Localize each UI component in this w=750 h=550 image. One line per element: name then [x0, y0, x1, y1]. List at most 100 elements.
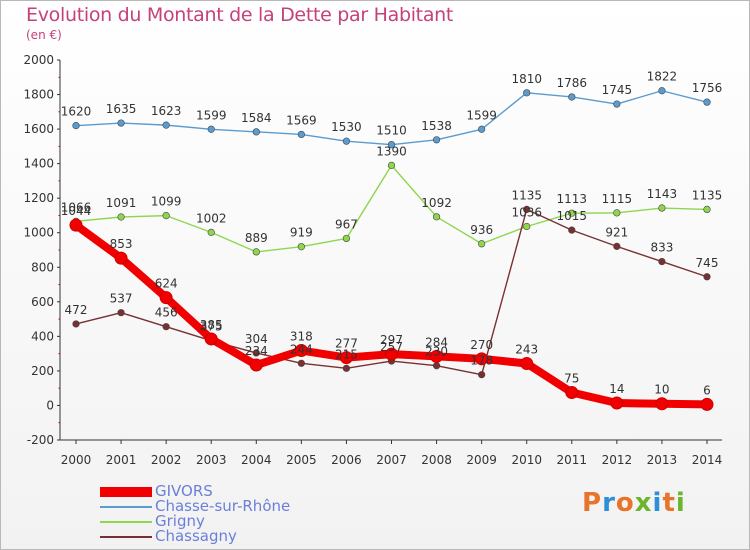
chart-title: Evolution du Montant de la Dette par Hab…: [26, 4, 454, 26]
data-point: [387, 161, 396, 169]
legend-swatch-chassagny: [100, 535, 152, 538]
data-point: [430, 349, 444, 363]
data-point: [700, 397, 714, 411]
data-label: 1113: [557, 192, 588, 206]
x-tick-label: 2013: [647, 453, 678, 467]
data-point: [117, 119, 125, 127]
data-label: 936: [470, 223, 493, 237]
data-point: [252, 128, 260, 136]
data-label: 385: [200, 318, 223, 332]
y-tick-label: 1400: [23, 157, 54, 171]
y-tick-label: 200: [31, 364, 54, 378]
brand-letter: i: [652, 488, 663, 518]
data-point: [703, 273, 711, 281]
y-tick-label: 800: [31, 260, 54, 274]
data-point: [703, 205, 711, 214]
legend-item-chassagny: Chassagny: [100, 529, 290, 544]
data-point: [520, 356, 534, 370]
data-point: [565, 386, 579, 399]
data-label: 1756: [692, 81, 723, 95]
data-point: [339, 351, 353, 365]
y-tick-label: 2000: [23, 53, 54, 67]
x-tick-label: 2006: [331, 453, 362, 467]
data-point: [478, 125, 486, 133]
data-point: [568, 209, 576, 217]
x-tick-label: 2011: [557, 453, 588, 467]
data-label: 297: [380, 333, 403, 347]
data-point: [162, 121, 170, 129]
data-point: [117, 213, 125, 221]
legend-swatch-givors: [100, 486, 152, 497]
data-label: 277: [335, 337, 358, 351]
legend-swatch-grigny: [100, 520, 152, 523]
data-label: 1745: [602, 83, 633, 97]
data-label: 1036: [511, 206, 542, 220]
data-point: [69, 218, 83, 232]
y-tick-label: 1000: [23, 226, 54, 240]
x-tick-label: 2003: [196, 453, 227, 467]
brand-letter: o: [615, 488, 635, 518]
data-label: 833: [650, 241, 673, 255]
data-point: [114, 251, 128, 265]
data-label: 1143: [647, 187, 678, 201]
data-label: 1044: [61, 204, 92, 218]
legend-item-givors: GIVORS: [100, 484, 290, 499]
data-point: [613, 242, 621, 250]
x-tick-label: 2005: [286, 453, 317, 467]
data-label: 215: [335, 347, 358, 361]
data-point: [655, 397, 669, 411]
data-label: 1530: [331, 120, 362, 134]
brand-letter: P: [582, 488, 603, 518]
data-point: [658, 257, 666, 266]
x-tick-label: 2002: [151, 453, 182, 467]
data-label: 919: [290, 226, 313, 240]
data-label: 1786: [557, 76, 588, 90]
data-point: [294, 344, 308, 358]
data-point: [117, 309, 125, 317]
data-label: 318: [290, 330, 313, 344]
data-point: [523, 89, 531, 97]
y-tick-label: 0: [46, 398, 54, 412]
data-label: 1569: [286, 113, 317, 127]
data-point: [207, 125, 215, 133]
x-tick-label: 2007: [376, 453, 407, 467]
data-label: 375: [200, 320, 223, 334]
data-label: 1620: [61, 105, 92, 119]
data-point: [432, 213, 441, 221]
data-label: 1135: [692, 188, 723, 202]
data-label: 178: [470, 354, 493, 368]
data-label: 745: [696, 256, 719, 270]
data-point: [432, 136, 441, 144]
data-point: [204, 332, 218, 346]
x-tick-label: 2000: [61, 453, 92, 467]
data-point: [658, 204, 666, 212]
x-tick-label: 2010: [511, 453, 542, 467]
data-label: 304: [245, 332, 268, 346]
axes: -200 0 200 400 600 800 1000 1200 1400 1600 1800 200…: [23, 53, 722, 467]
data-label: 75: [564, 372, 579, 386]
data-point: [162, 323, 170, 331]
brand-letter: r: [602, 488, 616, 518]
data-point: [72, 320, 80, 328]
data-label: 234: [245, 344, 268, 358]
data-label: 1599: [466, 108, 497, 122]
data-point: [72, 122, 80, 130]
legend-label-chassagny: Chassagny: [155, 527, 237, 545]
data-label: 244: [290, 342, 313, 356]
data-label: 1099: [151, 195, 182, 209]
legend-label-givors: GIVORS: [155, 482, 213, 500]
data-label: 14: [609, 382, 624, 396]
data-label: 1635: [106, 102, 137, 116]
data-point: [297, 130, 305, 139]
data-point: [249, 358, 263, 372]
brand-logo: Proxiti: [582, 488, 686, 518]
y-tick-label: 400: [31, 329, 54, 343]
data-label: 1599: [196, 108, 227, 122]
data-point: [432, 362, 441, 370]
x-tick-label: 2008: [421, 453, 452, 467]
data-point: [297, 359, 305, 367]
brand-letter: i: [675, 488, 686, 518]
data-point: [568, 93, 576, 101]
